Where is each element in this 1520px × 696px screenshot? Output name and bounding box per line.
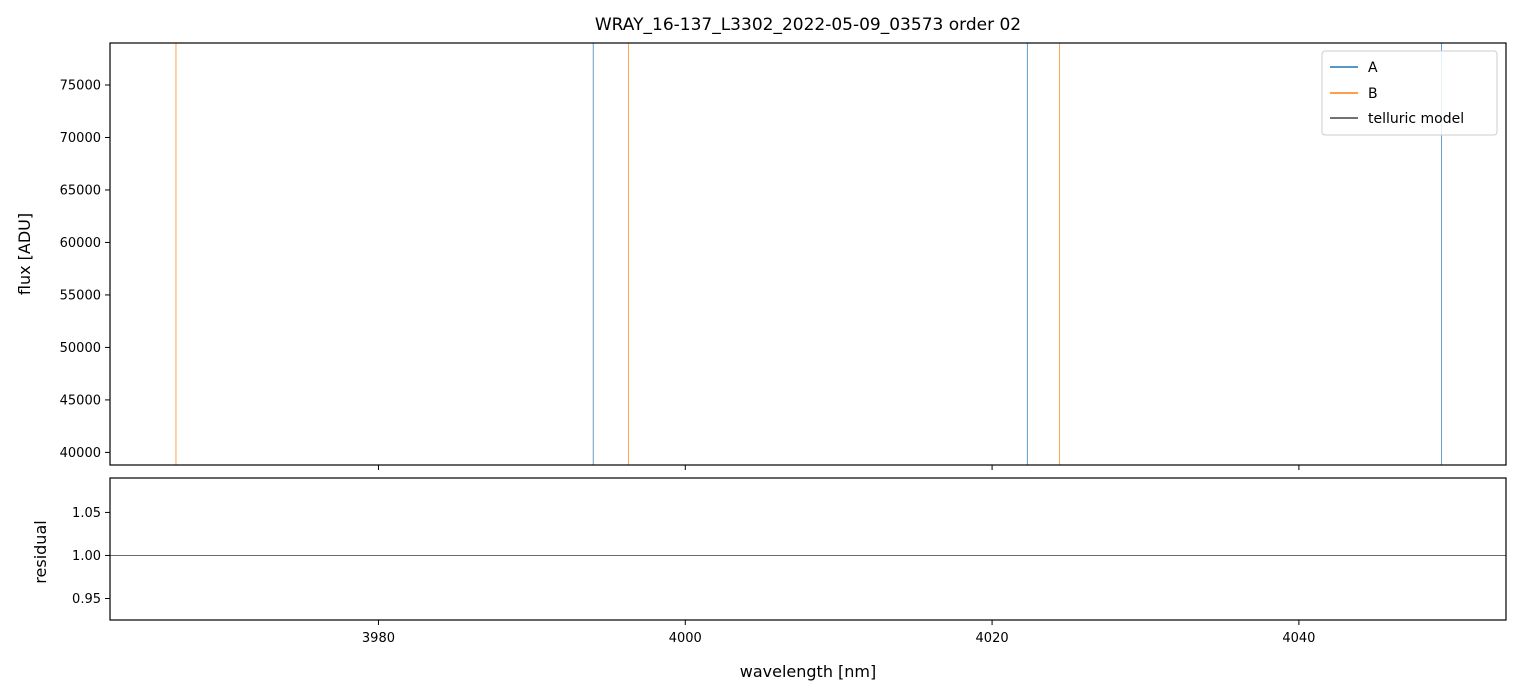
legend-label-telluric: telluric model <box>1368 111 1464 127</box>
bottom-panel-frame <box>109 477 1507 621</box>
top-y-axis-label: flux [ADU] <box>15 213 34 295</box>
top-y-tick-label: 50000 <box>60 341 101 356</box>
bottom-y-tick-label: 1.00 <box>72 549 101 564</box>
bottom-y-axis-label: residual <box>31 520 50 583</box>
top-y-tick-label: 45000 <box>60 393 101 408</box>
bottom-panel-axes: 0.95 1.00 1.05 3980 4000 4020 4040 <box>72 506 1315 646</box>
top-y-tick-label: 40000 <box>60 446 101 461</box>
top-y-tick-label: 65000 <box>60 183 101 198</box>
top-y-tick-label: 60000 <box>60 236 101 251</box>
legend-label-a: A <box>1368 60 1378 76</box>
bottom-y-tick-label: 1.05 <box>72 506 101 521</box>
x-axis-label: wavelength [nm] <box>740 662 877 681</box>
top-y-tick-label: 75000 <box>60 78 101 93</box>
legend-box <box>1321 50 1498 136</box>
legend: A B telluric model <box>1321 50 1498 136</box>
bottom-panel-plot-area <box>110 555 1506 556</box>
bottom-x-tick-label: 4040 <box>1282 631 1315 646</box>
bottom-x-tick-label: 3980 <box>362 631 395 646</box>
top-panel-plot-area <box>175 43 1443 465</box>
bottom-y-tick-label: 0.95 <box>72 592 101 607</box>
top-y-tick-label: 55000 <box>60 288 101 303</box>
bottom-x-tick-label: 4000 <box>669 631 702 646</box>
top-y-tick-label: 70000 <box>60 131 101 146</box>
chart-title: WRAY_16-137_L3302_2022-05-09_03573 order… <box>595 15 1021 35</box>
legend-label-b: B <box>1368 86 1378 102</box>
top-panel-axes: 40000 45000 50000 55000 60000 65000 70000 75000 <box>60 78 1300 470</box>
bottom-x-tick-label: 4020 <box>976 631 1009 646</box>
top-panel-frame <box>109 42 1507 466</box>
